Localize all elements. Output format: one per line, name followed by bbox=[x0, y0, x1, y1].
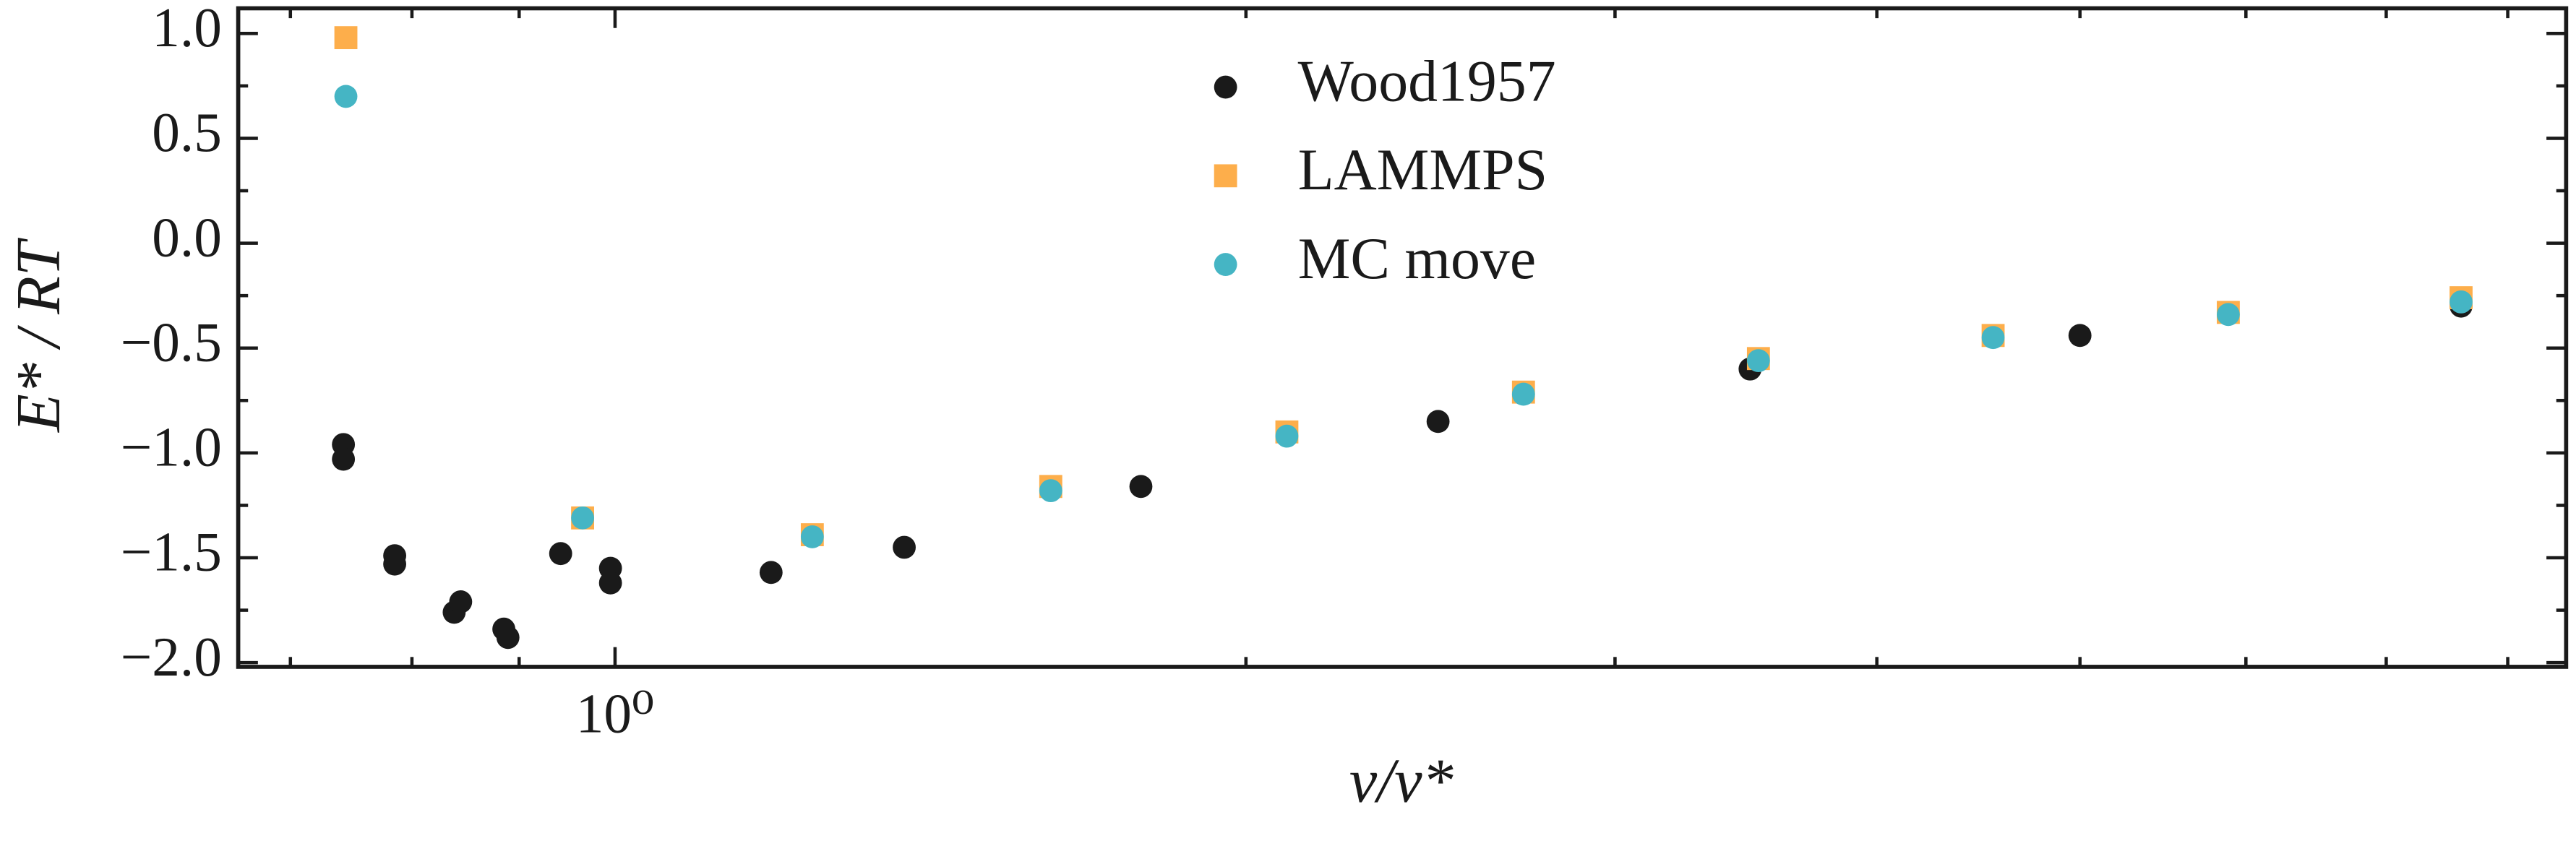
data-point bbox=[2068, 324, 2092, 348]
data-point bbox=[2217, 303, 2240, 327]
data-point bbox=[759, 561, 783, 585]
legend-label: LAMMPS bbox=[1298, 137, 1548, 202]
legend-label: Wood1957 bbox=[1298, 48, 1556, 113]
data-point bbox=[1426, 410, 1450, 434]
data-point bbox=[334, 85, 358, 108]
data-point bbox=[383, 552, 407, 576]
data-point bbox=[1039, 479, 1062, 503]
data-point bbox=[2450, 290, 2473, 314]
data-point bbox=[1746, 349, 1770, 373]
data-point bbox=[1981, 326, 2005, 350]
data-point bbox=[449, 590, 473, 613]
legend-label: MC move bbox=[1298, 225, 1537, 291]
data-point bbox=[549, 542, 572, 566]
y-axis-label: E* / RT bbox=[4, 237, 73, 434]
y-tick-label: −1.0 bbox=[121, 416, 222, 478]
y-tick-label: 0.0 bbox=[152, 206, 222, 268]
data-point bbox=[893, 535, 916, 559]
data-point bbox=[1511, 382, 1535, 406]
plot-frame bbox=[236, 6, 2569, 669]
y-tick-label: −1.5 bbox=[121, 521, 222, 583]
x-axis-label: v/v* bbox=[1349, 746, 1454, 815]
legend-marker bbox=[1214, 164, 1237, 188]
data-point bbox=[334, 26, 358, 50]
legend-marker bbox=[1214, 75, 1237, 99]
data-point bbox=[1275, 424, 1299, 448]
data-point bbox=[496, 626, 520, 650]
data-point bbox=[800, 525, 824, 548]
legend-marker bbox=[1214, 253, 1237, 276]
data-point bbox=[598, 571, 622, 595]
y-tick-label: 1.0 bbox=[152, 0, 222, 59]
y-tick-label: −2.0 bbox=[121, 626, 222, 688]
data-point bbox=[571, 506, 594, 530]
y-tick-label: −0.5 bbox=[121, 311, 222, 373]
y-tick-label: 0.5 bbox=[152, 101, 222, 163]
data-point bbox=[1129, 475, 1153, 499]
x-tick-label: 10⁰ bbox=[576, 682, 654, 744]
data-point bbox=[332, 447, 356, 471]
